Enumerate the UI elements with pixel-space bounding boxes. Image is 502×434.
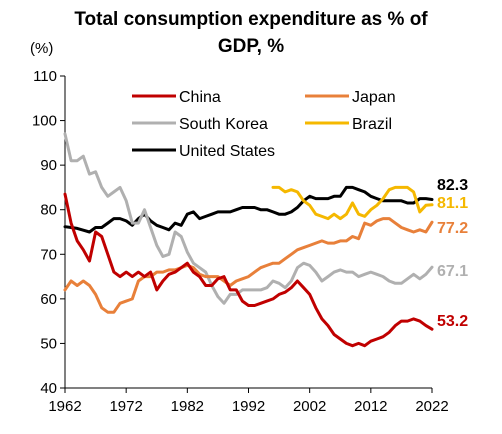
x-tick-label: 1962 [48, 398, 81, 415]
end-label-japan: 77.2 [437, 220, 468, 237]
x-tick-label: 2022 [415, 398, 448, 415]
y-tick-label: 80 [40, 202, 57, 219]
series-lines [63, 132, 434, 348]
y-tick-label: 110 [33, 68, 57, 85]
y-tick-label: 40 [40, 380, 57, 397]
series-line-south-korea [63, 132, 434, 305]
y-axis-unit-label: (%) [30, 40, 53, 57]
y-tick-label: 90 [40, 157, 57, 174]
x-tick-label: 1972 [109, 398, 142, 415]
end-labels: 82.3 67.1 77.2 81.1 53.2 [437, 177, 468, 330]
x-tick-label: 2002 [293, 398, 326, 415]
legend-label-china: China [179, 89, 221, 106]
y-tick-label: 60 [40, 291, 57, 308]
chart-title: Total consumption expenditure as % of GD… [0, 6, 502, 60]
legend-label-united-states: United States [179, 143, 275, 160]
legend: China Japan South Korea Brazil United States [132, 89, 396, 160]
y-axis-ticks: 40 50 60 70 80 90 100 110 [32, 68, 65, 397]
series-line-china [63, 192, 434, 348]
y-tick-label: 50 [40, 335, 57, 352]
end-label-south-korea: 67.1 [437, 263, 468, 280]
series-line-japan [63, 217, 434, 314]
end-label-united-states: 82.3 [437, 177, 468, 194]
x-tick-label: 2012 [354, 398, 387, 415]
x-tick-label: 1992 [232, 398, 265, 415]
series-line-brazil [271, 185, 434, 221]
end-label-china: 53.2 [437, 313, 468, 330]
series-line-united-states [63, 185, 434, 234]
x-tick-label: 1982 [171, 398, 204, 415]
chart-title-line-1: Total consumption expenditure as % of [74, 9, 428, 30]
y-tick-label: 100 [32, 113, 57, 130]
x-axis-ticks: 1962 1972 1982 1992 2002 2012 2022 [48, 388, 449, 415]
end-label-brazil: 81.1 [437, 195, 468, 212]
legend-label-japan: Japan [352, 89, 396, 106]
chart-title-line-2: GDP, % [217, 36, 285, 57]
legend-label-brazil: Brazil [352, 116, 392, 133]
legend-label-south-korea: South Korea [179, 116, 268, 133]
y-tick-label: 70 [40, 246, 57, 263]
